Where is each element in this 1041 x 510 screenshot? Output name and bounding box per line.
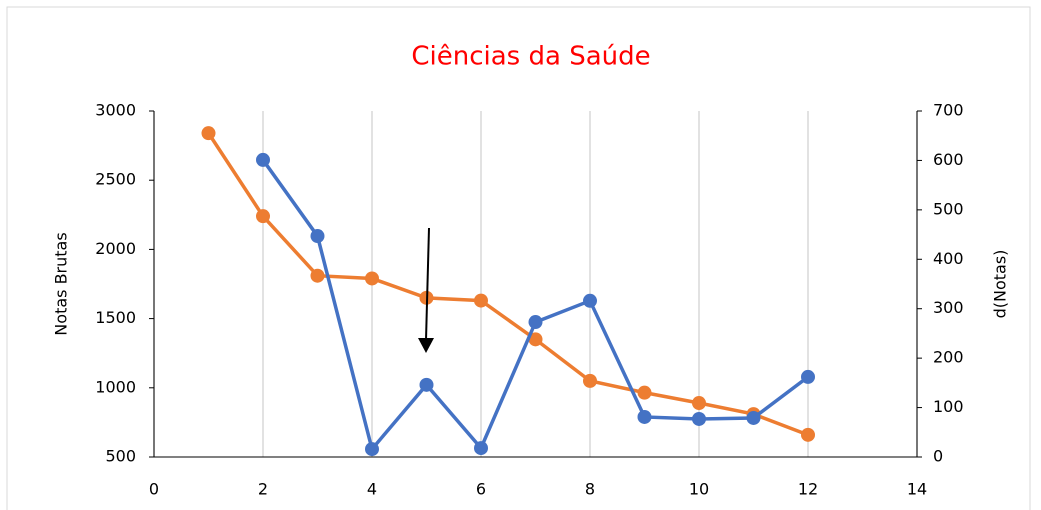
data-point bbox=[310, 229, 325, 244]
y2-tick-label: 400 bbox=[933, 249, 964, 268]
data-point bbox=[528, 332, 543, 347]
y2-tick-label: 100 bbox=[933, 397, 964, 416]
y2-axis-label: d(Notas) bbox=[991, 250, 1010, 319]
data-point bbox=[256, 152, 270, 167]
data-point bbox=[474, 441, 488, 456]
y-tick-label: 1000 bbox=[95, 377, 136, 396]
data-point bbox=[692, 396, 706, 411]
arrow-head bbox=[418, 338, 434, 353]
y-tick-label: 1500 bbox=[95, 308, 136, 327]
y-tick-label: 2500 bbox=[95, 170, 136, 189]
chart-title: Ciências da Saúde bbox=[411, 42, 650, 72]
y-tick-label: 2000 bbox=[95, 239, 136, 258]
y2-tick-label: 0 bbox=[933, 447, 943, 466]
data-point bbox=[419, 377, 434, 392]
y2-tick-label: 300 bbox=[933, 298, 964, 317]
x-tick-label: 8 bbox=[585, 480, 595, 499]
y2-tick-label: 600 bbox=[933, 150, 964, 169]
y2-tick-label: 700 bbox=[933, 101, 964, 120]
data-point bbox=[583, 373, 597, 388]
chart-frame bbox=[6, 6, 1031, 510]
data-point bbox=[256, 209, 270, 224]
x-tick-label: 2 bbox=[258, 480, 268, 499]
data-point bbox=[801, 427, 815, 442]
x-tick-label: 14 bbox=[907, 480, 927, 499]
data-point bbox=[310, 268, 325, 283]
data-point bbox=[474, 293, 488, 308]
x-tick-label: 12 bbox=[798, 480, 818, 499]
data-point bbox=[692, 411, 706, 426]
y-tick-label: 3000 bbox=[95, 101, 136, 120]
data-point bbox=[801, 369, 815, 384]
x-tick-label: 4 bbox=[367, 480, 377, 499]
y2-tick-label: 200 bbox=[933, 348, 964, 367]
y2-tick-label: 500 bbox=[933, 199, 964, 218]
data-point bbox=[637, 385, 652, 400]
plot-area: 0 2 4 6 8 10 12 14 500 1000 1500 2000 2500 3000 0 100 20… bbox=[95, 101, 963, 499]
data-point bbox=[365, 271, 379, 286]
arrow-shaft bbox=[425, 227, 430, 341]
data-point bbox=[201, 126, 216, 141]
x-tick-label: 10 bbox=[689, 480, 709, 499]
series-line bbox=[207, 132, 809, 437]
x-tick-label: 6 bbox=[476, 480, 486, 499]
y-axis-label: Notas Brutas bbox=[52, 232, 71, 335]
data-point bbox=[528, 315, 543, 330]
annotation-arrow bbox=[418, 227, 434, 353]
x-tick-label: 0 bbox=[149, 480, 159, 499]
y-tick-label: 500 bbox=[105, 447, 136, 466]
data-point bbox=[637, 409, 652, 424]
data-point bbox=[365, 442, 379, 457]
data-point bbox=[746, 410, 761, 425]
data-point bbox=[583, 293, 597, 308]
